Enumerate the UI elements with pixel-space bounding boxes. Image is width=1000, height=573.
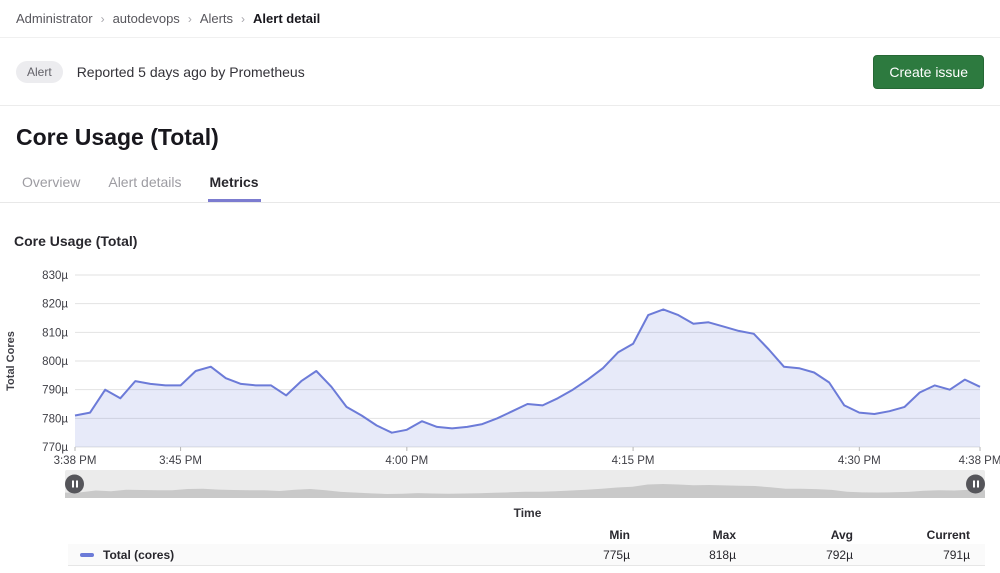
legend-header-avg: Avg — [830, 527, 853, 542]
legend-value-current: 791µ — [943, 547, 970, 562]
chart-area-fill — [75, 309, 980, 447]
legend-header-current: Current — [926, 527, 970, 542]
reported-by-text: Reported 5 days ago by Prometheus — [76, 63, 305, 80]
y-tick-label: 790µ — [42, 385, 68, 397]
legend-header-min: Min — [609, 527, 630, 542]
legend-series-row[interactable]: Total (cores) 775µ 818µ 792µ 791µ — [68, 544, 985, 566]
breadcrumb: Administrator › autodevops › Alerts › Al… — [0, 0, 1000, 38]
alert-status-badge: Alert — [16, 60, 63, 83]
x-tick-label: 4:00 PM — [385, 455, 428, 467]
brush-silhouette — [65, 484, 985, 498]
x-tick-label: 4:30 PM — [838, 455, 881, 467]
y-tick-label: 800µ — [42, 356, 68, 368]
chevron-right-icon: › — [187, 11, 192, 26]
create-issue-button[interactable]: Create issue — [873, 54, 984, 89]
x-tick-label: 4:38 PM — [959, 455, 1000, 467]
breadcrumb-item-administrator[interactable]: Administrator — [16, 11, 93, 26]
x-tick-label: 4:15 PM — [612, 455, 655, 467]
legend-series-label: Total (cores) — [103, 547, 175, 562]
timeline-brush[interactable] — [65, 470, 985, 498]
y-tick-label: 780µ — [42, 413, 68, 425]
y-tick-label: 770µ — [42, 442, 68, 454]
legend-table: Min Max Avg Current Total (cores) 775µ 8… — [68, 525, 985, 566]
x-tick-label: 3:38 PM — [54, 455, 97, 467]
legend-header-max: Max — [712, 527, 736, 542]
legend-value-max: 818µ — [709, 547, 736, 562]
tab-bar: Overview Alert details Metrics — [0, 164, 1000, 203]
legend-series-label-cell: Total (cores) — [68, 548, 530, 562]
x-axis-title: Time — [513, 506, 542, 520]
legend-value-min: 775µ — [603, 547, 630, 562]
brush-handle-right-pause-icon[interactable] — [966, 474, 985, 494]
y-tick-label: 810µ — [42, 327, 68, 339]
y-tick-label: 830µ — [42, 270, 68, 282]
tab-alert-details[interactable]: Alert details — [108, 174, 182, 190]
tab-metrics[interactable]: Metrics — [207, 164, 261, 202]
y-tick-label: 820µ — [42, 299, 68, 311]
brush-minimap — [65, 484, 985, 498]
breadcrumb-item-autodevops[interactable]: autodevops — [112, 11, 180, 26]
x-tick-label: 3:45 PM — [159, 455, 202, 467]
chevron-right-icon: › — [100, 11, 105, 26]
alert-status-bar: Alert Reported 5 days ago by Prometheus … — [0, 38, 1000, 106]
brush-handle-left-pause-icon[interactable] — [65, 474, 84, 494]
chart-canvas[interactable]: 770µ 780µ 790µ 800µ 810µ 820µ 830µ 3:38 PM 3:45 … — [0, 257, 1000, 467]
page-title: Core Usage (Total) — [16, 124, 219, 150]
breadcrumb-item-alerts[interactable]: Alerts — [199, 11, 234, 26]
breadcrumb-item-alert-detail: Alert detail — [253, 11, 321, 26]
chart-heading: Core Usage (Total) — [14, 233, 138, 249]
y-axis-title: Total Cores — [5, 331, 17, 391]
chart-line — [74, 308, 981, 434]
chevron-right-icon: › — [241, 11, 246, 26]
legend-header-row: Min Max Avg Current — [68, 525, 985, 544]
metrics-chart[interactable]: 770µ 780µ 790µ 800µ 810µ 820µ 830µ 3:38 PM 3:45 … — [0, 257, 1000, 467]
tab-overview[interactable]: Overview — [22, 174, 81, 190]
series-color-swatch-icon — [80, 552, 94, 557]
legend-value-avg: 792µ — [826, 547, 853, 562]
